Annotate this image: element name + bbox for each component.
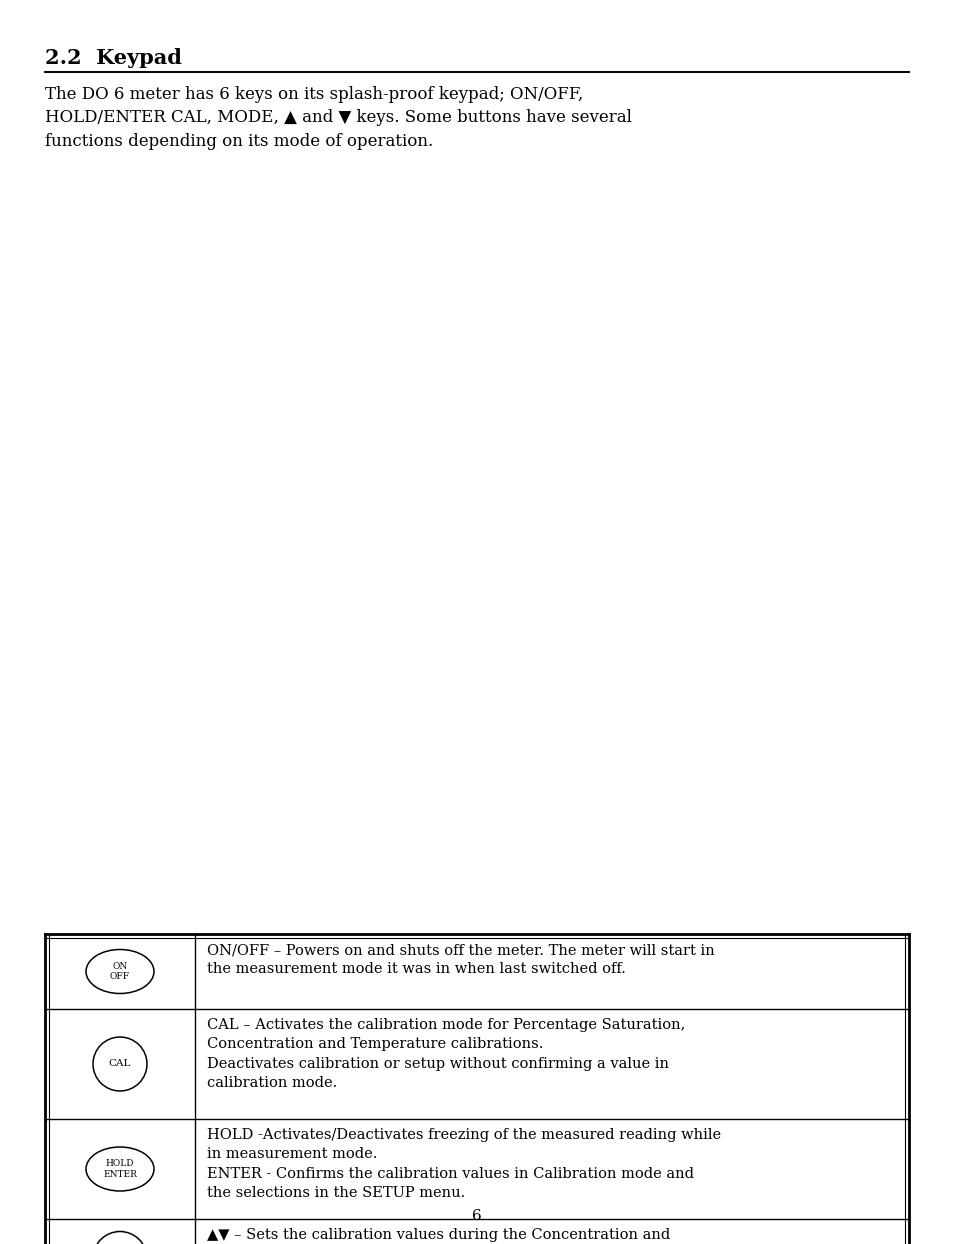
Text: 6: 6 [472,1209,481,1223]
Text: 2.2  Keypad: 2.2 Keypad [45,49,182,68]
Text: The DO 6 meter has 6 keys on its splash-proof keypad; ON/OFF,
HOLD/ENTER CAL, MO: The DO 6 meter has 6 keys on its splash-… [45,86,631,151]
Text: HOLD
ENTER: HOLD ENTER [103,1159,137,1178]
Text: CAL – Activates the calibration mode for Percentage Saturation,
Concentration an: CAL – Activates the calibration mode for… [207,1018,684,1090]
Text: ON/OFF – Powers on and shuts off the meter. The meter will start in
the measurem: ON/OFF – Powers on and shuts off the met… [207,943,714,977]
Text: ▲▼ – Sets the calibration values during the Concentration and
Temperature calibr: ▲▼ – Sets the calibration values during … [207,1228,670,1244]
Text: ON
OFF: ON OFF [110,962,130,982]
Text: HOLD -Activates/Deactivates freezing of the measured reading while
in measuremen: HOLD -Activates/Deactivates freezing of … [207,1128,720,1200]
Text: CAL: CAL [109,1060,132,1069]
